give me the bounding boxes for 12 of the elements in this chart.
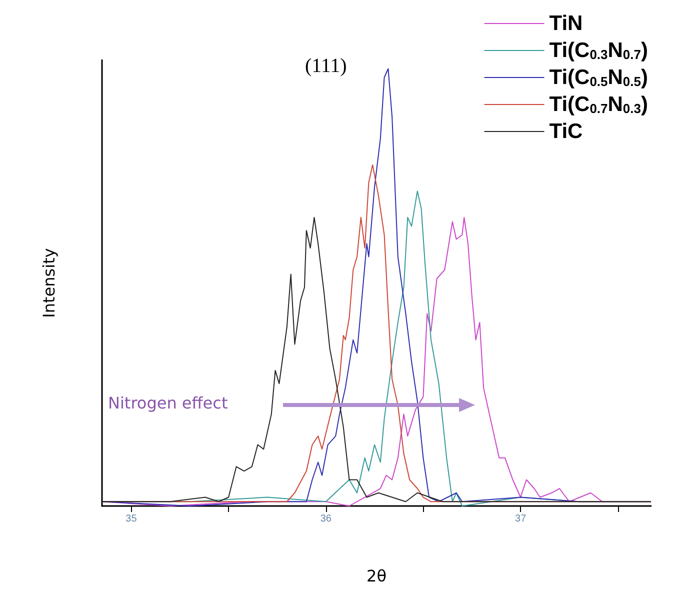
x-tick-label: 36 xyxy=(320,514,332,524)
x-tick-label: 37 xyxy=(515,514,527,524)
legend-label: TiC xyxy=(549,120,583,143)
legend-label: Ti(C0.3N0.7) xyxy=(549,39,648,62)
x-axis-title: 2θ xyxy=(366,566,386,586)
annotation: Nitrogen effect xyxy=(108,394,228,412)
legend-label: Ti(C0.7N0.3) xyxy=(549,93,648,116)
legend-label: Ti(C0.5N0.5) xyxy=(549,66,648,89)
x-tick-label: 35 xyxy=(126,514,138,524)
y-axis-title: Intensity xyxy=(40,248,58,318)
legend-label: TiN xyxy=(549,12,583,35)
annotation: (111) xyxy=(305,55,347,77)
